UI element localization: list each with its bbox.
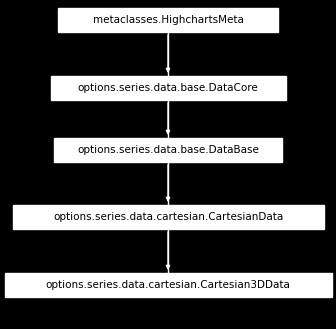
Text: metaclasses.HighchartsMeta: metaclasses.HighchartsMeta (92, 15, 244, 25)
Text: options.series.data.base.DataCore: options.series.data.base.DataCore (78, 83, 258, 93)
Text: options.series.data.cartesian.Cartesian3DData: options.series.data.cartesian.Cartesian3… (46, 280, 290, 290)
FancyBboxPatch shape (50, 76, 286, 100)
Text: options.series.data.base.DataBase: options.series.data.base.DataBase (77, 145, 259, 155)
FancyBboxPatch shape (12, 205, 324, 229)
Text: options.series.data.cartesian.CartesianData: options.series.data.cartesian.CartesianD… (53, 212, 283, 222)
FancyBboxPatch shape (54, 138, 282, 162)
FancyBboxPatch shape (4, 273, 332, 297)
FancyBboxPatch shape (58, 8, 278, 32)
